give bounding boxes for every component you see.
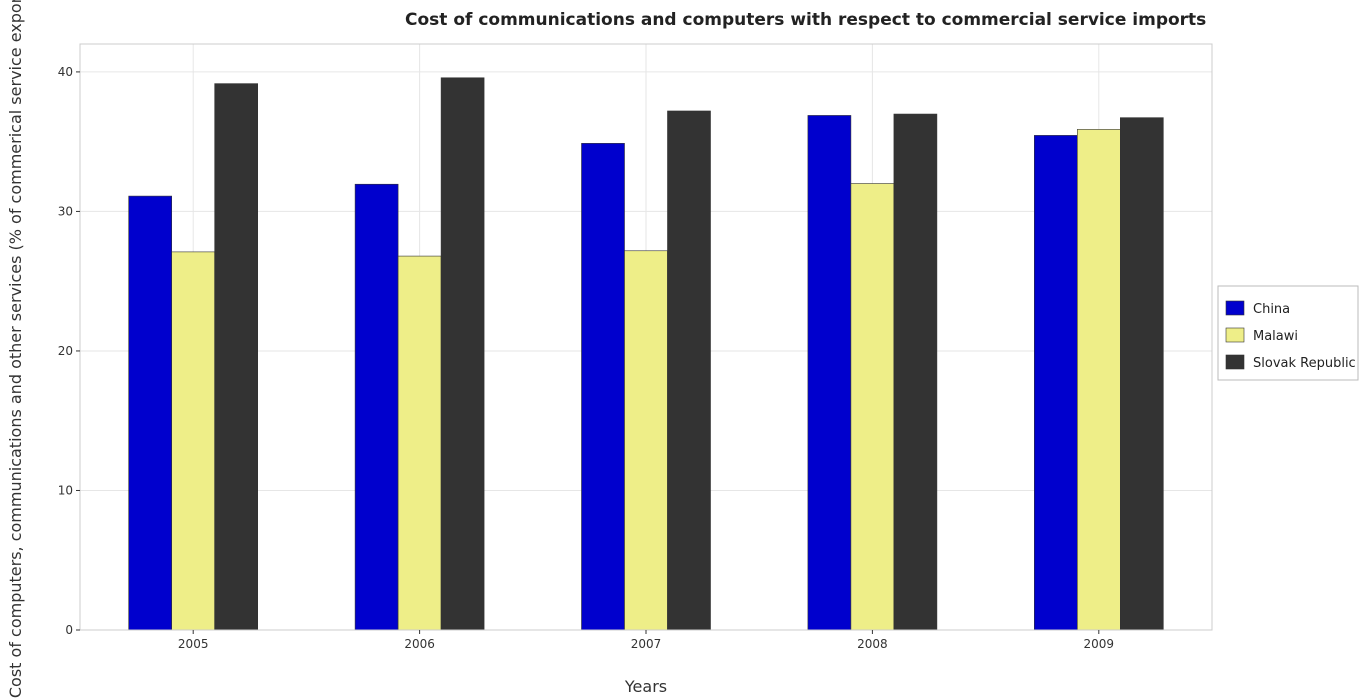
y-tick-label: 10	[58, 483, 73, 497]
y-tick-label: 0	[65, 623, 73, 637]
x-tick-label: 2006	[404, 637, 435, 651]
x-axis-label: Years	[624, 677, 667, 696]
bar-slovak-republic-2005	[214, 83, 258, 631]
bar-slovak-republic-2006	[440, 77, 485, 631]
bar-malawi-2007	[624, 250, 668, 631]
bar-malawi-2006	[397, 255, 442, 631]
x-tick-label: 2007	[631, 637, 662, 651]
bar-malawi-2008	[850, 183, 895, 631]
y-tick-label: 30	[58, 204, 73, 218]
bar-china-2008	[807, 115, 852, 631]
bar-china-2005	[128, 195, 172, 631]
legend-label: Slovak Republic	[1253, 356, 1356, 371]
legend-swatch	[1225, 354, 1245, 370]
bar-slovak-republic-2007	[667, 110, 711, 631]
x-tick-label: 2008	[857, 637, 888, 651]
chart-title: Cost of communications and computers wit…	[405, 10, 1206, 30]
legend: China Malawi Slovak Republic	[1217, 285, 1359, 381]
bar-malawi-2009	[1077, 129, 1121, 631]
x-axis-ticks: 2005 2006 2007 2008 2009	[178, 630, 1114, 651]
x-tick-label: 2005	[178, 637, 209, 651]
y-axis-label: Cost of computers, communications and ot…	[6, 0, 25, 698]
bar-slovak-republic-2008	[893, 113, 938, 631]
y-tick-label: 40	[58, 65, 73, 79]
bar-china-2007	[581, 143, 625, 631]
bar-slovak-republic-2009	[1120, 117, 1164, 631]
legend-label: Malawi	[1253, 329, 1298, 344]
legend-swatch	[1225, 327, 1245, 343]
legend-label: China	[1253, 302, 1290, 317]
y-axis-ticks: 0 10 20 30 40	[58, 65, 80, 637]
bar-china-2006	[354, 183, 399, 631]
bars	[128, 77, 1164, 631]
bar-china-2009	[1034, 135, 1078, 631]
legend-swatch	[1225, 300, 1245, 316]
y-tick-label: 20	[58, 344, 73, 358]
x-tick-label: 2009	[1084, 637, 1115, 651]
bar-malawi-2005	[171, 251, 215, 631]
